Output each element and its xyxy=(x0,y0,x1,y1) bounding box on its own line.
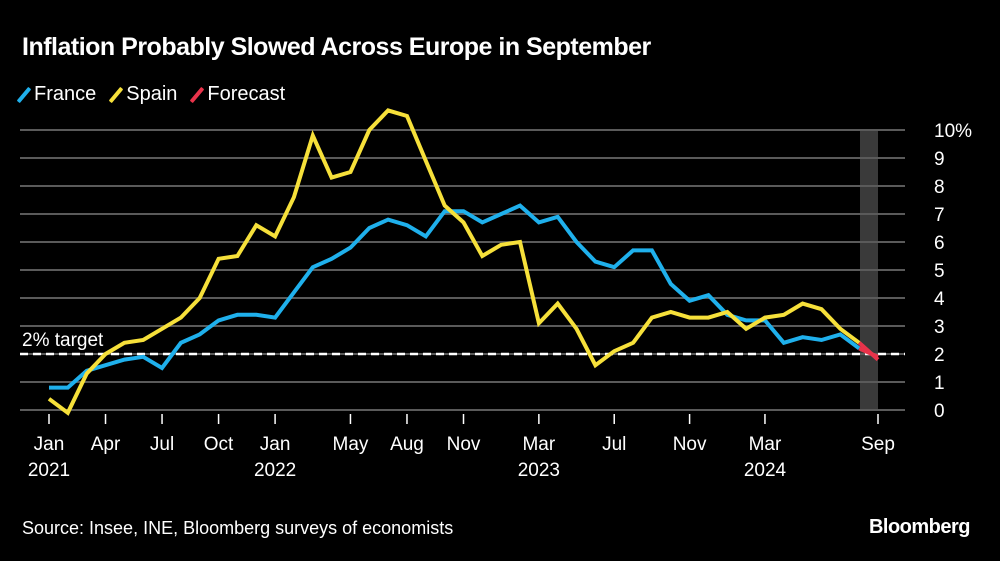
series-line-france xyxy=(49,203,861,390)
target-label: 2% target xyxy=(22,330,104,351)
x-tick-year: 2022 xyxy=(254,460,296,481)
x-tick-label: Mar xyxy=(522,434,555,455)
y-tick-label: 6 xyxy=(934,233,945,254)
legend-label: Forecast xyxy=(207,83,286,105)
chart-title: Inflation Probably Slowed Across Europe … xyxy=(22,33,651,61)
series-line-spain xyxy=(47,108,861,416)
x-tick-year: 2021 xyxy=(28,460,70,481)
x-tick-label: Aug xyxy=(390,434,424,455)
legend-label: France xyxy=(34,83,97,105)
y-tick-label: 7 xyxy=(934,205,945,226)
x-tick-label: Jul xyxy=(150,434,174,455)
y-tick-label: 3 xyxy=(934,317,945,338)
x-tick-label: May xyxy=(333,434,369,455)
y-tick-label: 0 xyxy=(934,401,945,422)
x-tick-year: 2024 xyxy=(744,460,787,481)
x-tick-label: Nov xyxy=(447,434,481,455)
legend: France Spain Forecast xyxy=(16,83,286,106)
forecast-segment-spain xyxy=(857,341,880,362)
bloomberg-logo: Bloomberg xyxy=(868,516,971,538)
x-tick-label: Jan xyxy=(260,434,291,455)
y-tick-label: 10% xyxy=(934,121,972,142)
x-tick-year: 2023 xyxy=(518,460,560,481)
legend-item-france: France xyxy=(16,83,97,106)
source-note: Source: Insee, INE, Bloomberg surveys of… xyxy=(22,518,454,538)
x-tick-label: Jan xyxy=(34,434,65,455)
legend-item-spain: Spain xyxy=(108,83,178,106)
y-tick-label: 9 xyxy=(934,149,945,170)
x-tick-label: Nov xyxy=(673,434,707,455)
x-tick-label: Apr xyxy=(91,434,121,455)
x-tick-label: Sep xyxy=(861,434,895,455)
y-tick-label: 4 xyxy=(934,289,945,310)
x-tick-label: Jul xyxy=(602,434,626,455)
y-tick-label: 1 xyxy=(934,373,945,394)
x-tick-label: Oct xyxy=(204,434,234,455)
legend-item-forecast: Forecast xyxy=(190,83,286,106)
y-tick-label: 5 xyxy=(934,261,945,282)
legend-label: Spain xyxy=(126,83,178,105)
y-tick-label: 2 xyxy=(934,345,945,366)
x-tick-label: Mar xyxy=(749,434,782,455)
y-tick-label: 8 xyxy=(934,177,945,198)
